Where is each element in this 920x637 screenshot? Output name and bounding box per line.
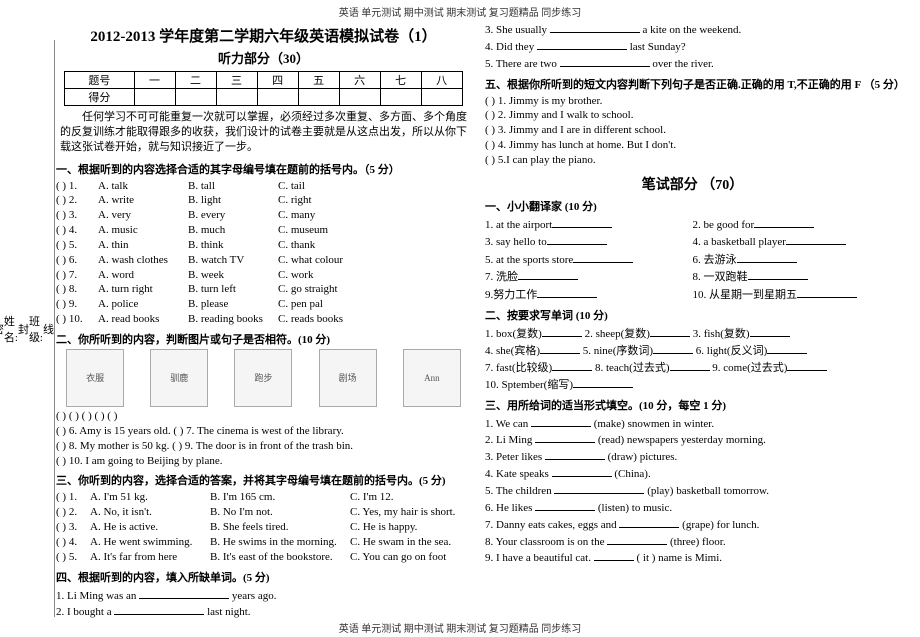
fill-item: 1. Li Ming was an years ago. bbox=[56, 587, 471, 604]
translation-row: 5. at the sports store6. 去游泳 bbox=[485, 251, 900, 269]
listening-heading: 听力部分（30） bbox=[56, 48, 471, 67]
image-row: 衣服 驯鹿 跑步 剧场 Ann bbox=[56, 349, 471, 407]
mc-item: ( ) 8.A. turn rightB. turn leftC. go str… bbox=[56, 282, 471, 297]
form-item: 5. The children (play) basketball tomorr… bbox=[485, 482, 900, 499]
section-heading: 三、你听到的内容，选择合适的答案，并将其字母编号填在题前的括号内。(5 分) bbox=[56, 472, 471, 488]
side-label: 班级: bbox=[29, 313, 43, 345]
side-label: 封 bbox=[18, 321, 29, 337]
form-item: 6. He likes (listen) to music. bbox=[485, 499, 900, 516]
mc-item: ( ) 5.A. It's far from hereB. It's east … bbox=[56, 550, 471, 565]
form-item: 7. Danny eats cakes, eggs and (grape) fo… bbox=[485, 516, 900, 533]
tf-item: ( ) 3. Jimmy and I are in different scho… bbox=[485, 123, 900, 138]
translation-row: 1. at the airport2. be good for bbox=[485, 216, 900, 234]
form-item: 4. Kate speaks (China). bbox=[485, 465, 900, 482]
tf-item: ( ) 8. My mother is 50 kg. ( ) 9. The do… bbox=[56, 439, 471, 454]
mc-item: ( ) 10.A. read booksB. reading booksC. r… bbox=[56, 312, 471, 327]
left-column: 2012-2013 学年度第二学期六年级英语模拟试卷（1） 听力部分（30） 题… bbox=[56, 21, 471, 620]
form-item: 2. Li Ming (read) newspapers yesterday m… bbox=[485, 431, 900, 448]
section-heading: 二、按要求写单词 (10 分) bbox=[485, 307, 900, 323]
mc-item: ( ) 7.A. wordB. weekC. work bbox=[56, 268, 471, 283]
translation-row: 3. say hello to4. a basketball player bbox=[485, 233, 900, 251]
score-cell: 三 bbox=[216, 72, 257, 89]
page-footer: 英语 单元测试 期中测试 期末测试 复习题精品 同步练习 bbox=[0, 620, 920, 635]
side-label: 线 bbox=[43, 321, 54, 337]
fill-item: 2. I bought a last night. bbox=[56, 603, 471, 620]
section-heading: 五、根据你所听到的短文内容判断下列句子是否正确.正确的用 T,不正确的用 F （… bbox=[485, 76, 900, 92]
mc-item: ( ) 1.A. I'm 51 kg.B. I'm 165 cm.C. I'm … bbox=[56, 490, 471, 505]
score-cell: 四 bbox=[257, 72, 298, 89]
mc-item: ( ) 1.A. talkB. tallC. tail bbox=[56, 179, 471, 194]
score-cell: 八 bbox=[421, 72, 462, 89]
mc-item: ( ) 3.A. He is active.B. She feels tired… bbox=[56, 520, 471, 535]
intro-text: 任何学习不可可能重复一次就可以掌握，必须经过多次重复、多方面、多个角度的反复训练… bbox=[60, 110, 467, 155]
mc-item: ( ) 2.A. writeB. lightC. right bbox=[56, 193, 471, 208]
score-cell: 得分 bbox=[65, 89, 134, 106]
tf-blanks: ( ) ( ) ( ) ( ) ( ) bbox=[56, 409, 471, 424]
score-cell: 题号 bbox=[65, 72, 134, 89]
section-heading: 一、小小翻译家 (10 分) bbox=[485, 198, 900, 214]
mc-item: ( ) 2.A. No, it isn't.B. No I'm not.C. Y… bbox=[56, 505, 471, 520]
mc-item: ( ) 3.A. veryB. everyC. many bbox=[56, 208, 471, 223]
thumb: 跑步 bbox=[234, 349, 292, 407]
tf-item: ( ) 5.I can play the piano. bbox=[485, 153, 900, 168]
fill-item: 5. There are two over the river. bbox=[485, 55, 900, 72]
translation-row: 7. 洗脸8. 一双跑鞋 bbox=[485, 268, 900, 286]
thumb: 剧场 bbox=[319, 349, 377, 407]
thumb: 驯鹿 bbox=[150, 349, 208, 407]
score-cell: 七 bbox=[380, 72, 421, 89]
side-label: 密 bbox=[0, 321, 4, 337]
form-item: 3. Peter likes (draw) pictures. bbox=[485, 448, 900, 465]
page-header: 英语 单元测试 期中测试 期末测试 复习题精品 同步练习 bbox=[0, 0, 920, 21]
tf-item: ( ) 4. Jimmy has lunch at home. But I do… bbox=[485, 138, 900, 153]
score-cell: 一 bbox=[134, 72, 175, 89]
right-column: 3. She usually a kite on the weekend. 4.… bbox=[485, 21, 900, 620]
word-row: 1. box(复数) 2. sheep(复数) 3. fish(复数) bbox=[485, 325, 900, 342]
written-heading: 笔试部分 （70） bbox=[485, 174, 900, 194]
score-cell: 六 bbox=[339, 72, 380, 89]
section-heading: 三、用所给词的适当形式填空。(10 分，每空 1 分) bbox=[485, 397, 900, 413]
fill-item: 3. She usually a kite on the weekend. bbox=[485, 21, 900, 38]
thumb: Ann bbox=[403, 349, 461, 407]
tf-item: ( ) 6. Amy is 15 years old. ( ) 7. The c… bbox=[56, 424, 471, 439]
tf-item: ( ) 1. Jimmy is my brother. bbox=[485, 94, 900, 109]
mc-item: ( ) 9.A. policeB. pleaseC. pen pal bbox=[56, 297, 471, 312]
exam-title: 2012-2013 学年度第二学期六年级英语模拟试卷（1） bbox=[56, 25, 471, 46]
section-heading: 二、你所听到的内容，判断图片或句子是否相符。(10 分) bbox=[56, 331, 471, 347]
side-label: 姓名: bbox=[4, 313, 18, 345]
section-heading: 一、根据听到的内容选择合适的其字母编号填在题前的括号内。（5 分） bbox=[56, 161, 471, 177]
score-cell: 二 bbox=[175, 72, 216, 89]
mc-item: ( ) 5.A. thinB. thinkC. thank bbox=[56, 238, 471, 253]
form-item: 8. Your classroom is on the (three) floo… bbox=[485, 533, 900, 550]
mc-item: ( ) 4.A. musicB. muchC. museum bbox=[56, 223, 471, 238]
mc-item: ( ) 4.A. He went swimming.B. He swims in… bbox=[56, 535, 471, 550]
word-row: 7. fast(比较级) 8. teach(过去式) 9. come(过去式) bbox=[485, 359, 900, 376]
score-cell: 五 bbox=[298, 72, 339, 89]
word-item: 10. Sptember(缩写) bbox=[485, 376, 900, 393]
tf-item: ( ) 10. I am going to Beijing by plane. bbox=[56, 454, 471, 469]
fill-item: 4. Did they last Sunday? bbox=[485, 38, 900, 55]
form-item: 9. I have a beautiful cat. ( it ) name i… bbox=[485, 549, 900, 566]
mc-item: ( ) 6.A. wash clothesB. watch TVC. what … bbox=[56, 253, 471, 268]
score-table: 题号 一 二 三 四 五 六 七 八 得分 bbox=[64, 71, 462, 106]
section-heading: 四、根据听到的内容，填入所缺单词。(5 分) bbox=[56, 569, 471, 585]
tf-item: ( ) 2. Jimmy and I walk to school. bbox=[485, 108, 900, 123]
word-row: 4. she(宾格) 5. nine(序数词) 6. light(反义词) bbox=[485, 342, 900, 359]
binding-margin: 线 班级: 封 姓名: 密 学校: bbox=[14, 40, 55, 617]
thumb: 衣服 bbox=[66, 349, 124, 407]
form-item: 1. We can (make) snowmen in winter. bbox=[485, 415, 900, 432]
translation-row: 9.努力工作10. 从星期一到星期五 bbox=[485, 286, 900, 304]
